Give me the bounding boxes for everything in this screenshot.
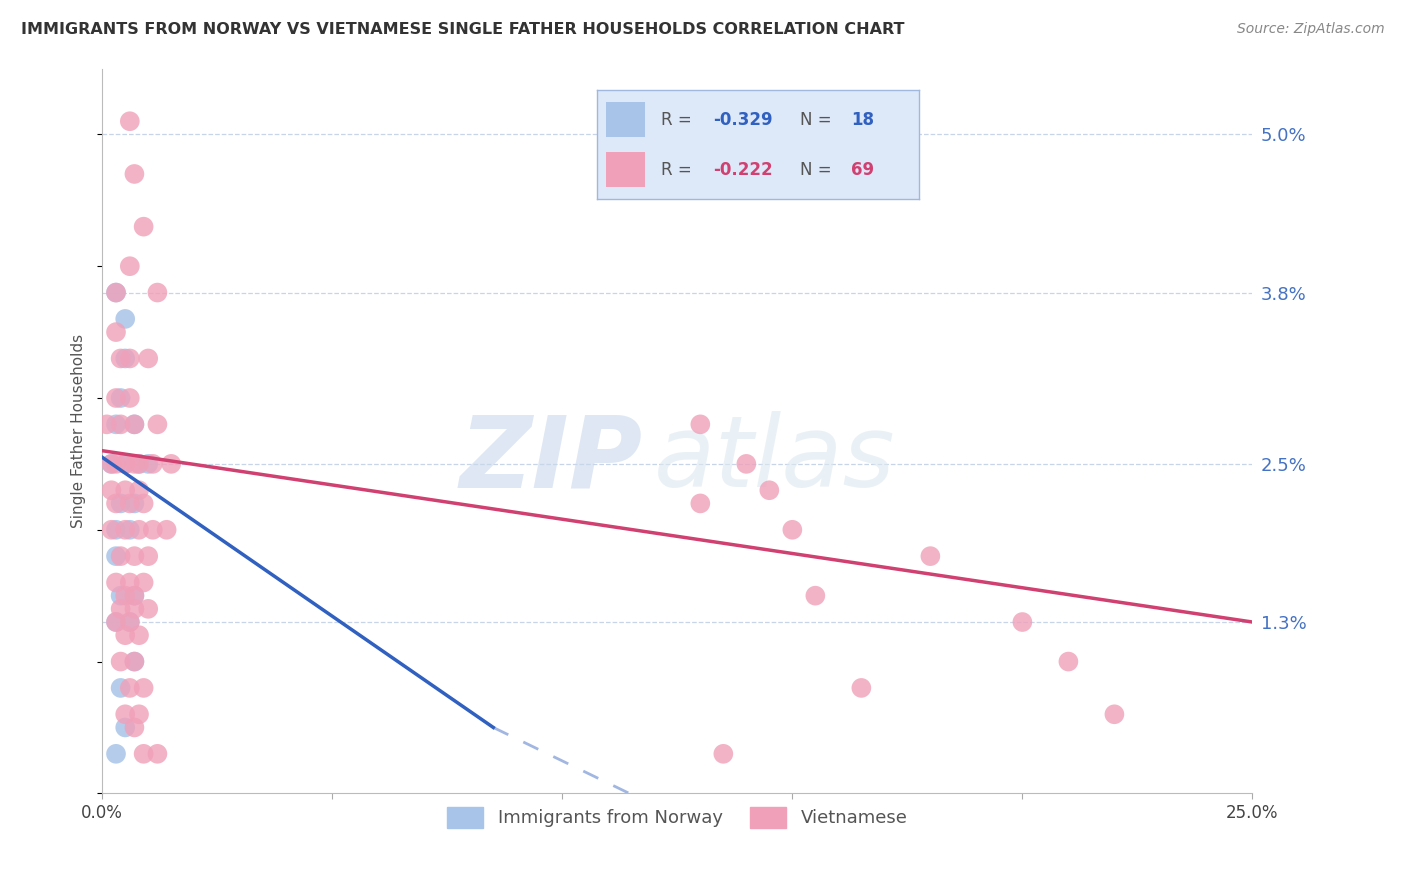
Point: [118, 496, 141, 510]
Point: [136, 457, 159, 471]
Point: [142, 457, 165, 471]
Point: [128, 628, 150, 642]
Point: [142, 523, 165, 537]
Point: [105, 615, 128, 629]
Point: [114, 628, 136, 642]
Point: [132, 219, 155, 234]
Point: [124, 655, 146, 669]
Point: [920, 549, 942, 563]
Point: [124, 496, 146, 510]
Point: [110, 602, 132, 616]
Point: [132, 496, 155, 510]
Point: [105, 285, 128, 300]
Point: [110, 589, 132, 603]
Point: [689, 496, 711, 510]
Point: [128, 457, 150, 471]
Point: [96, 417, 118, 432]
Point: [132, 681, 155, 695]
Point: [118, 575, 141, 590]
Point: [128, 457, 150, 471]
Point: [105, 615, 128, 629]
Point: [100, 483, 122, 498]
Point: [851, 681, 873, 695]
Point: [124, 589, 146, 603]
Point: [146, 417, 169, 432]
Point: [735, 457, 758, 471]
Point: [105, 325, 128, 339]
Point: [118, 351, 141, 366]
Point: [124, 721, 146, 735]
Point: [105, 523, 128, 537]
Point: [124, 602, 146, 616]
Point: [114, 312, 136, 326]
Point: [1011, 615, 1033, 629]
Point: [105, 457, 128, 471]
Point: [160, 457, 183, 471]
Point: [124, 589, 146, 603]
Point: [711, 747, 734, 761]
Point: [124, 417, 146, 432]
Point: [118, 615, 141, 629]
Point: [114, 721, 136, 735]
Point: [114, 351, 136, 366]
Point: [136, 602, 159, 616]
Point: [100, 523, 122, 537]
Text: Source: ZipAtlas.com: Source: ZipAtlas.com: [1237, 22, 1385, 37]
Point: [128, 483, 150, 498]
Point: [105, 575, 128, 590]
Text: ZIP: ZIP: [460, 411, 643, 508]
Point: [132, 575, 155, 590]
Point: [146, 747, 169, 761]
Point: [100, 457, 122, 471]
Point: [118, 114, 141, 128]
Point: [118, 615, 141, 629]
Point: [110, 549, 132, 563]
Point: [110, 681, 132, 695]
Point: [105, 496, 128, 510]
Point: [124, 417, 146, 432]
Point: [118, 391, 141, 405]
Text: IMMIGRANTS FROM NORWAY VS VIETNAMESE SINGLE FATHER HOUSEHOLDS CORRELATION CHART: IMMIGRANTS FROM NORWAY VS VIETNAMESE SIN…: [21, 22, 904, 37]
Point: [689, 417, 711, 432]
Text: atlas: atlas: [654, 411, 896, 508]
Point: [1057, 655, 1080, 669]
Point: [128, 707, 150, 722]
Y-axis label: Single Father Households: Single Father Households: [72, 334, 86, 528]
Point: [114, 589, 136, 603]
Point: [114, 523, 136, 537]
Point: [118, 259, 141, 273]
Point: [114, 707, 136, 722]
Point: [100, 457, 122, 471]
Point: [804, 589, 827, 603]
Point: [110, 496, 132, 510]
Point: [132, 747, 155, 761]
Point: [136, 351, 159, 366]
Point: [136, 549, 159, 563]
Point: [105, 285, 128, 300]
Point: [110, 417, 132, 432]
Point: [110, 391, 132, 405]
Point: [114, 457, 136, 471]
Point: [114, 457, 136, 471]
Point: [124, 549, 146, 563]
Point: [105, 549, 128, 563]
Legend: Immigrants from Norway, Vietnamese: Immigrants from Norway, Vietnamese: [440, 800, 914, 835]
Point: [110, 351, 132, 366]
Point: [128, 523, 150, 537]
Point: [146, 285, 169, 300]
Point: [105, 747, 128, 761]
Point: [118, 681, 141, 695]
Point: [114, 483, 136, 498]
Point: [782, 523, 804, 537]
Point: [124, 655, 146, 669]
Point: [156, 523, 179, 537]
Point: [124, 457, 146, 471]
Point: [1104, 707, 1126, 722]
Point: [110, 655, 132, 669]
Point: [124, 167, 146, 181]
Point: [105, 417, 128, 432]
Point: [118, 523, 141, 537]
Point: [758, 483, 780, 498]
Point: [105, 391, 128, 405]
